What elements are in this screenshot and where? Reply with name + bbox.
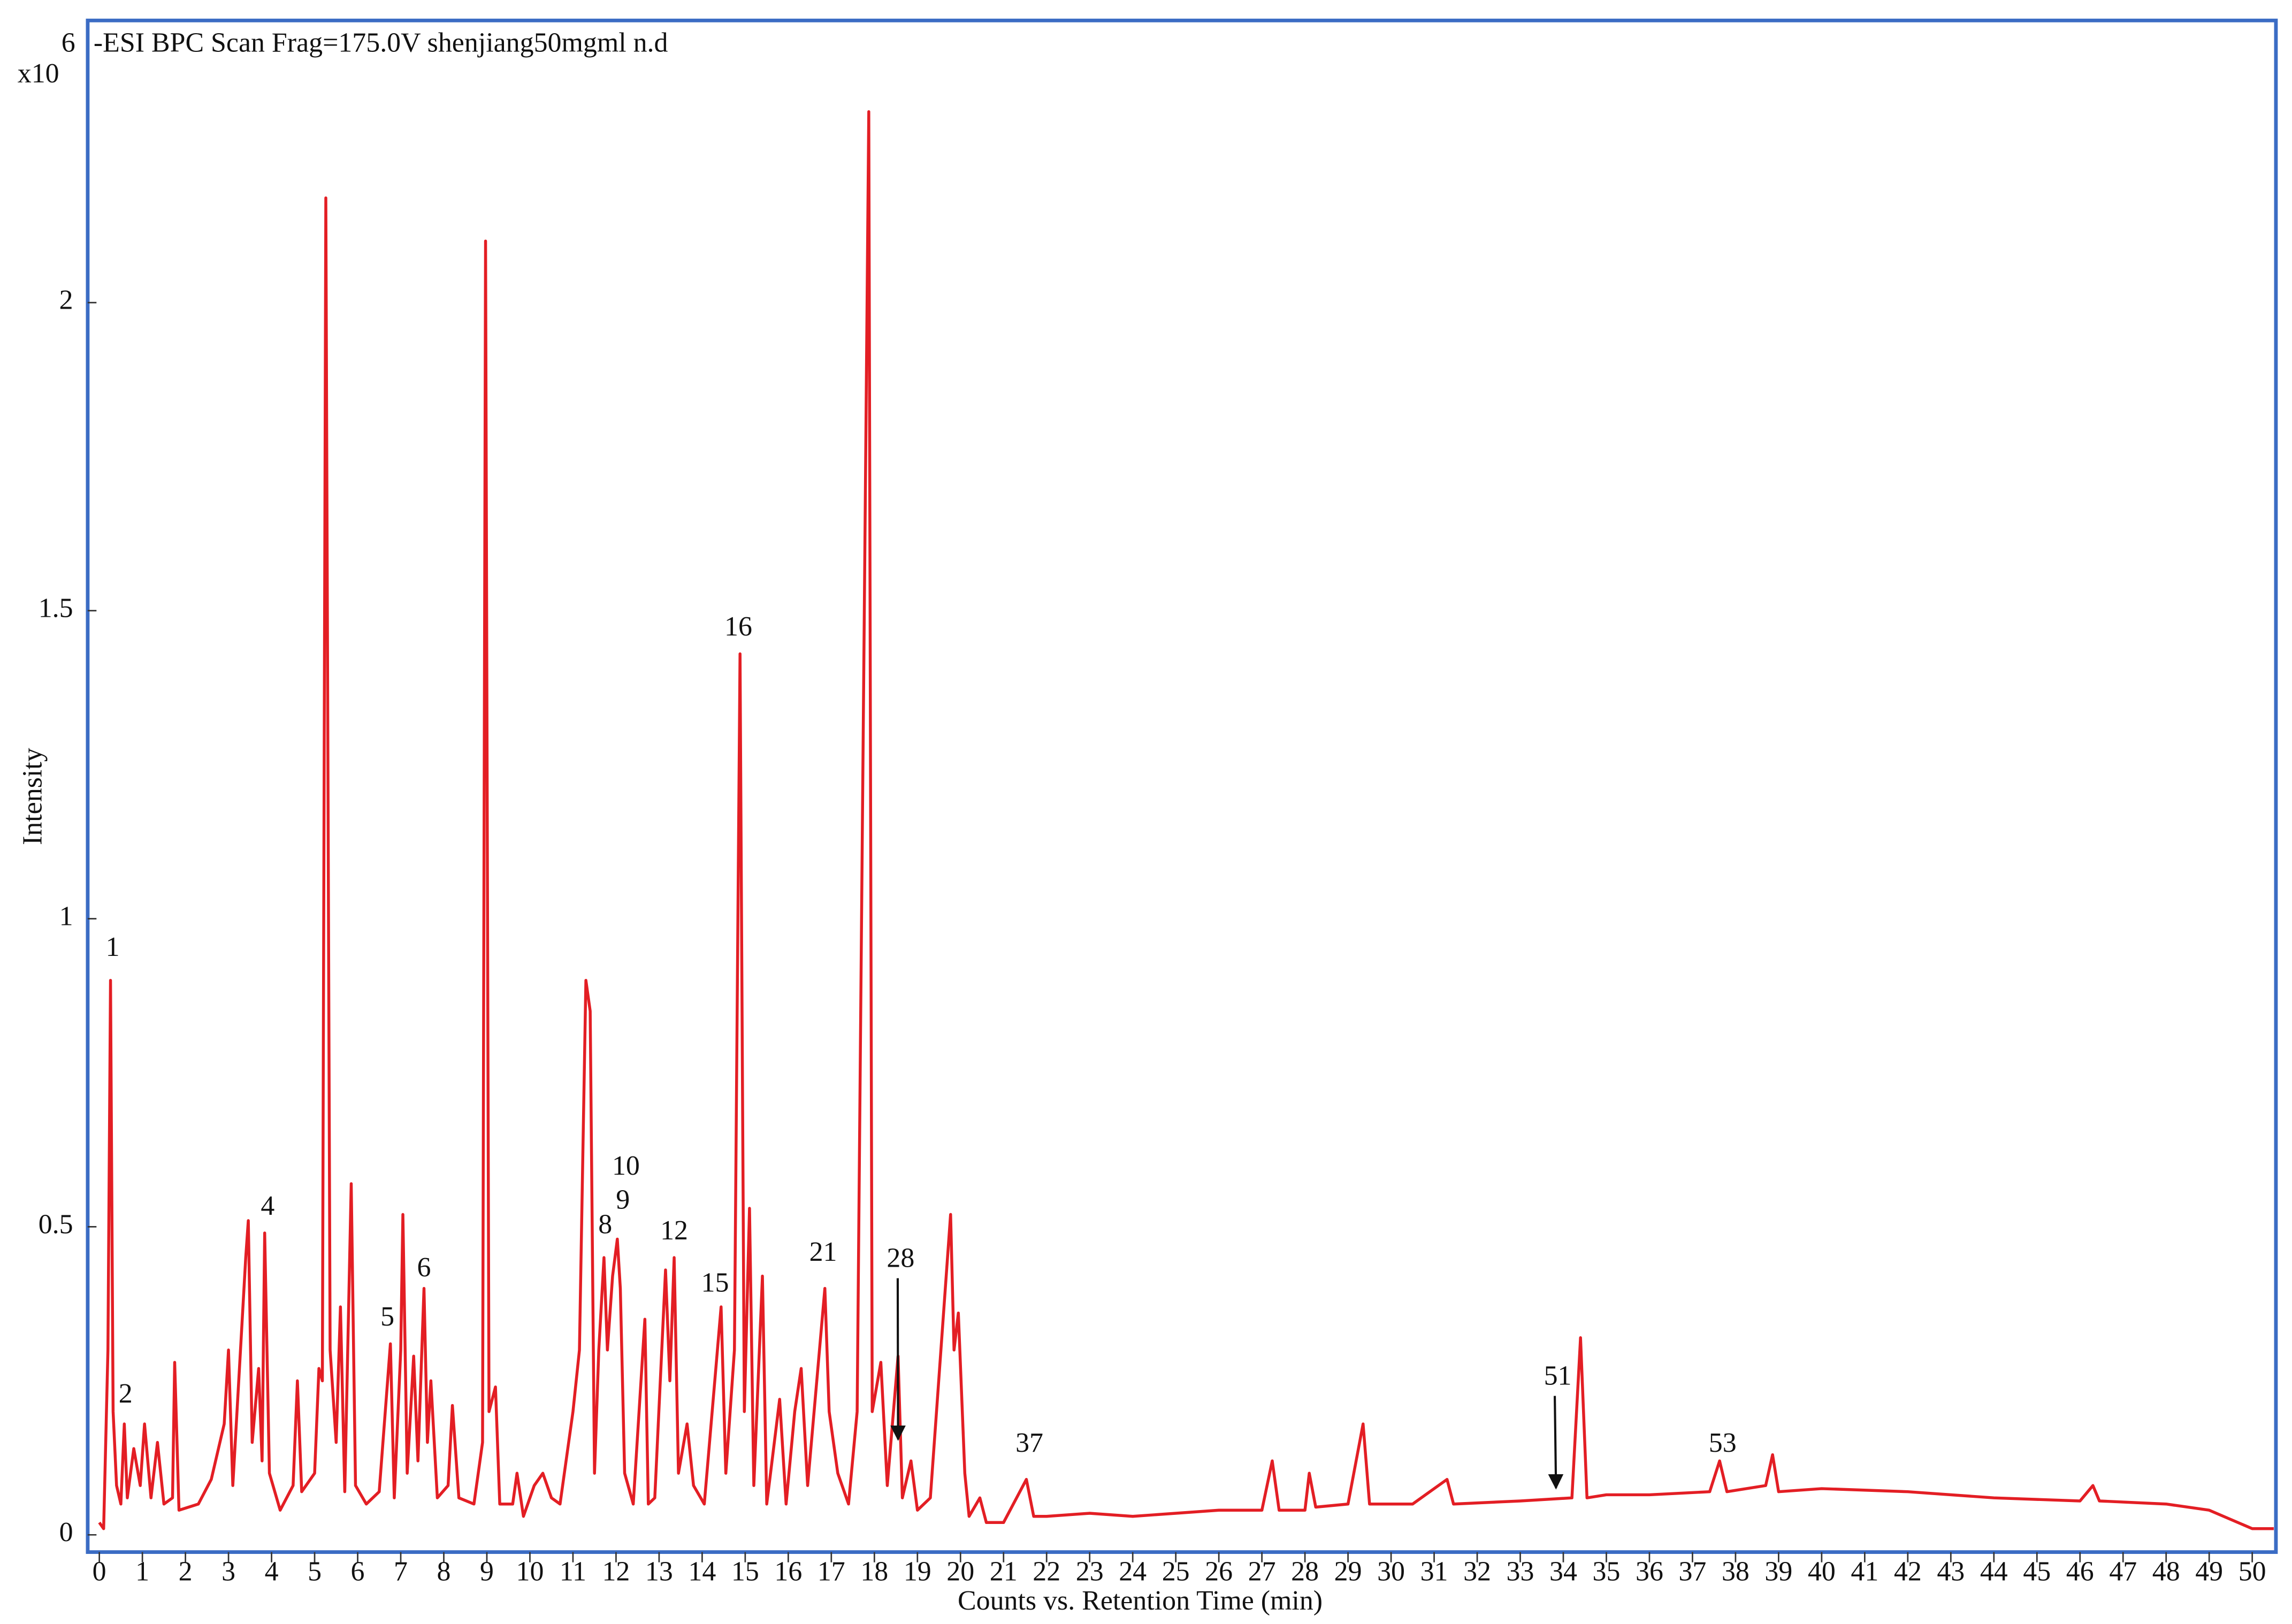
x-tick-label: 16 xyxy=(774,1556,802,1587)
x-tick-label: 5 xyxy=(308,1556,322,1587)
peak-label: 4 xyxy=(261,1191,274,1221)
peak-label: 21 xyxy=(809,1237,837,1267)
peak-label: 5 xyxy=(380,1301,394,1332)
peak-label: 2 xyxy=(119,1378,133,1409)
x-tick-label: 50 xyxy=(2238,1556,2266,1587)
x-tick-label: 15 xyxy=(731,1556,759,1587)
x-tick-label: 46 xyxy=(2066,1556,2094,1587)
peak-label: 1 xyxy=(106,932,120,962)
x-tick-label: 17 xyxy=(818,1556,845,1587)
peak-label: 10 xyxy=(612,1151,640,1181)
x-tick-label: 14 xyxy=(688,1556,716,1587)
x-tick-label: 38 xyxy=(1722,1556,1749,1587)
x-tick-label: 2 xyxy=(179,1556,193,1587)
peak-label: 51 xyxy=(1544,1361,1572,1391)
y-tick-label: 1 xyxy=(59,901,73,931)
x-tick-label: 8 xyxy=(437,1556,451,1587)
x-tick-label: 27 xyxy=(1248,1556,1276,1587)
peak-label: 15 xyxy=(701,1268,729,1298)
peak-label: 16 xyxy=(724,611,752,642)
x-tick-label: 11 xyxy=(560,1556,586,1587)
x-tick-label: 45 xyxy=(2023,1556,2051,1587)
x-tick-label: 12 xyxy=(602,1556,630,1587)
x-tick-label: 26 xyxy=(1205,1556,1233,1587)
x-tick-label: 41 xyxy=(1851,1556,1878,1587)
x-tick-label: 34 xyxy=(1549,1556,1577,1587)
x-tick-label: 20 xyxy=(946,1556,974,1587)
peak-arrow xyxy=(1548,1396,1564,1490)
plot-frame xyxy=(86,18,2278,1554)
x-tick-label: 44 xyxy=(1980,1556,2008,1587)
x-tick-label: 19 xyxy=(904,1556,931,1587)
x-tick-label: 37 xyxy=(1678,1556,1706,1587)
x-tick-label: 6 xyxy=(351,1556,365,1587)
x-tick-label: 35 xyxy=(1593,1556,1621,1587)
y-tick-label: 0.5 xyxy=(39,1209,73,1239)
x-tick-label: 21 xyxy=(990,1556,1018,1587)
peak-label: 8 xyxy=(598,1209,612,1239)
x-tick-label: 42 xyxy=(1894,1556,1922,1587)
x-tick-label: 33 xyxy=(1507,1556,1534,1587)
x-tick-label: 9 xyxy=(480,1556,494,1587)
x-tick-label: 32 xyxy=(1463,1556,1491,1587)
x-tick-label: 1 xyxy=(135,1556,149,1587)
x-tick-label: 23 xyxy=(1076,1556,1104,1587)
y-tick-label: 2 xyxy=(59,285,73,316)
peak-label: 37 xyxy=(1015,1428,1043,1458)
peak-label: 53 xyxy=(1709,1428,1737,1458)
peak-label: 28 xyxy=(887,1243,914,1274)
y-tick-label: 1.5 xyxy=(39,593,73,624)
x-tick-label: 4 xyxy=(265,1556,279,1587)
peak-label: 9 xyxy=(616,1184,630,1215)
x-tick-label: 24 xyxy=(1119,1556,1147,1587)
x-tick-label: 40 xyxy=(1808,1556,1836,1587)
x-tick-label: 30 xyxy=(1377,1556,1405,1587)
x-tick-label: 36 xyxy=(1636,1556,1663,1587)
x-tick-label: 39 xyxy=(1764,1556,1792,1587)
x-tick-label: 10 xyxy=(516,1556,544,1587)
y-axis-label: Intensity xyxy=(17,748,48,845)
x-tick-label: 29 xyxy=(1334,1556,1362,1587)
chart-title: -ESI BPC Scan Frag=175.0V shenjiang50mgm… xyxy=(94,28,668,58)
x-tick-label: 25 xyxy=(1162,1556,1190,1587)
x-tick-label: 43 xyxy=(1937,1556,1965,1587)
x-tick-label: 31 xyxy=(1420,1556,1448,1587)
x-tick-label: 47 xyxy=(2109,1556,2137,1587)
chromatogram-line xyxy=(98,110,2274,1530)
peak-label: 6 xyxy=(417,1252,431,1283)
y-scale-label: x10 xyxy=(18,58,59,89)
x-tick-label: 48 xyxy=(2152,1556,2180,1587)
x-tick-label: 49 xyxy=(2195,1556,2223,1587)
x-tick-label: 22 xyxy=(1033,1556,1060,1587)
x-tick-label: 7 xyxy=(394,1556,408,1587)
y-tick-label: 0 xyxy=(59,1517,73,1548)
x-tick-label: 3 xyxy=(221,1556,235,1587)
y-scale-exponent: 6 xyxy=(62,28,75,58)
x-tick-label: 18 xyxy=(860,1556,888,1587)
x-axis-label: Counts vs. Retention Time (min) xyxy=(958,1585,1323,1616)
peak-label: 12 xyxy=(660,1215,688,1246)
x-tick-label: 0 xyxy=(93,1556,106,1587)
x-tick-label: 13 xyxy=(645,1556,673,1587)
x-tick-label: 28 xyxy=(1291,1556,1319,1587)
